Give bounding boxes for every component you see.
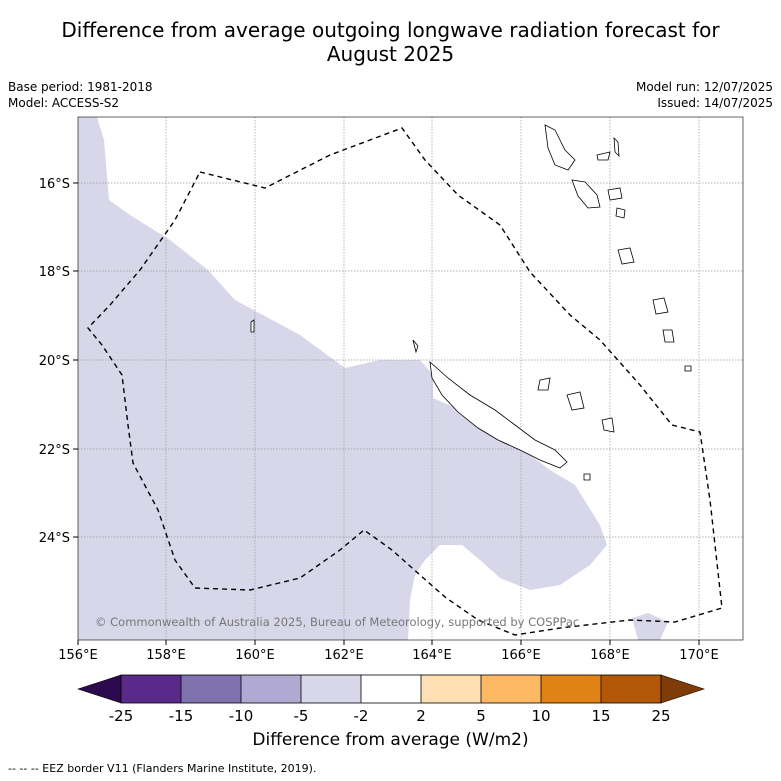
model-label: Model: ACCESS-S2 [8, 96, 120, 110]
colorbar-label: 15 [591, 707, 610, 725]
colorbar-label: 10 [531, 707, 550, 725]
isle-of-pines [583, 473, 591, 481]
colorbar-extend-low [77, 674, 122, 704]
malekula-island [571, 179, 601, 209]
small-islet [684, 365, 692, 372]
loyalty-islands-3 [601, 417, 615, 433]
espiritu-santo-island [544, 124, 576, 171]
colorbar-segment [301, 675, 361, 703]
left-metadata: Base period: 1981-2018 Model: ACCESS-S2 [8, 79, 153, 111]
efate-island [615, 207, 626, 219]
eez-border [87, 127, 723, 636]
copyright-text: © Commonwealth of Australia 2025, Bureau… [95, 615, 579, 629]
belep-islands [412, 339, 419, 354]
erromango-island [617, 247, 635, 265]
aneityum-island [662, 329, 675, 343]
chart-title: Difference from average outgoing longwav… [0, 18, 781, 66]
colorbar-outline [120, 674, 662, 704]
loyalty-islands [537, 377, 551, 391]
colorbar-segment [121, 675, 181, 703]
y-tick-label: 20°S [39, 354, 70, 369]
x-tick-label: 162°E [324, 648, 364, 663]
colorbar-label: -5 [294, 707, 309, 725]
chesterfield-islet [250, 319, 255, 333]
x-tick-label: 160°E [235, 648, 275, 663]
vanuatu-island-3 [613, 136, 620, 158]
colorbar-label: 2 [416, 707, 426, 725]
y-tick-label: 16°S [39, 177, 70, 192]
colorbar: -25 -15 -10 -5 -2 2 5 10 15 25 [77, 674, 705, 725]
x-tick-label: 158°E [146, 648, 186, 663]
tanna-island [652, 297, 669, 315]
colorbar-label: 25 [651, 707, 670, 725]
colorbar-title: Difference from average (W/m2) [252, 730, 529, 750]
map-frame [77, 116, 744, 641]
base-period-label: Base period: 1981-2018 [8, 80, 153, 94]
colorbar-label: -2 [354, 707, 369, 725]
anomaly-region-southeast [632, 613, 668, 640]
colorbar-labels: -25 -15 -10 -5 -2 2 5 10 15 25 [109, 707, 671, 725]
eez-legend: -- -- -- EEZ border V11 (Flanders Marine… [8, 762, 317, 775]
colorbar-label: 5 [476, 707, 486, 725]
y-tick-labels: 16°S 18°S 20°S 22°S 24°S [39, 177, 70, 546]
y-tick-label: 22°S [39, 443, 70, 458]
colorbar-segment [601, 675, 661, 703]
x-tick-label: 156°E [58, 648, 98, 663]
issued-label: Issued: 14/07/2025 [657, 96, 773, 110]
y-tick-label: 18°S [39, 265, 70, 280]
model-run-label: Model run: 12/07/2025 [635, 80, 773, 94]
colorbar-label: -25 [109, 707, 134, 725]
x-tick-labels: 156°E 158°E 160°E 162°E 164°E 166°E 168°… [58, 648, 719, 663]
anomaly-region-west [78, 117, 607, 640]
x-tick-label: 170°E [679, 648, 719, 663]
colorbar-segment [181, 675, 241, 703]
colorbar-extend-high [660, 674, 705, 704]
vanuatu-island-5 [607, 187, 623, 201]
colorbar-segment [541, 675, 601, 703]
title-line-1: Difference from average outgoing longwav… [61, 18, 720, 42]
colorbar-segment [481, 675, 541, 703]
new-caledonia-island [429, 360, 568, 469]
right-metadata: Model run: 12/07/2025 Issued: 14/07/2025 [636, 79, 773, 111]
vanuatu-island-2 [596, 151, 611, 161]
loyalty-islands-2 [566, 391, 585, 411]
colorbar-label: -15 [169, 707, 194, 725]
colorbar-segment [361, 675, 421, 703]
axis-ticks [73, 182, 700, 645]
colorbar-segment [421, 675, 481, 703]
x-tick-label: 164°E [412, 648, 452, 663]
colorbar-label: -10 [229, 707, 254, 725]
title-line-2: August 2025 [326, 42, 455, 66]
x-tick-label: 168°E [590, 648, 630, 663]
colorbar-segment [241, 675, 301, 703]
x-tick-label: 166°E [501, 648, 541, 663]
y-tick-label: 24°S [39, 531, 70, 546]
